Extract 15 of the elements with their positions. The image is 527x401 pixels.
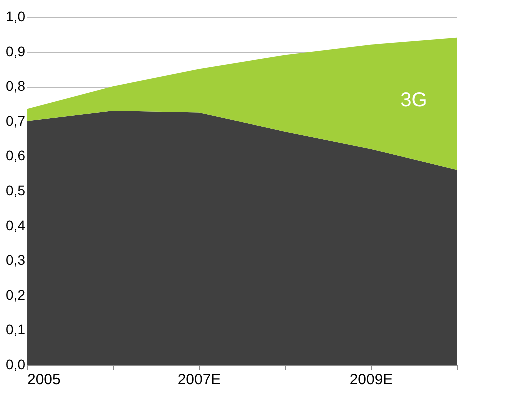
x-tick-label: 2007E [178, 372, 222, 388]
y-tick-label: 0,2 [6, 286, 26, 303]
y-tick-label: 0,8 [6, 78, 26, 94]
x-tick-label: 2009E [350, 372, 394, 388]
y-tick-label: 0,6 [6, 148, 26, 164]
y-tick-label: 1,0 [6, 8, 26, 24]
y-tick-label: 0,9 [6, 43, 26, 60]
series-label: 3G [400, 90, 428, 112]
y-tick-label: 0,7 [6, 112, 26, 129]
y-tick-label: 0,3 [6, 252, 26, 268]
y-tick-label: 0,4 [6, 217, 26, 234]
x-tick-label: 2005 [28, 372, 61, 388]
y-tick-label: 0,0 [6, 356, 26, 372]
y-tick-label: 0,1 [6, 322, 26, 338]
y-tick-label: 0,5 [6, 182, 26, 198]
